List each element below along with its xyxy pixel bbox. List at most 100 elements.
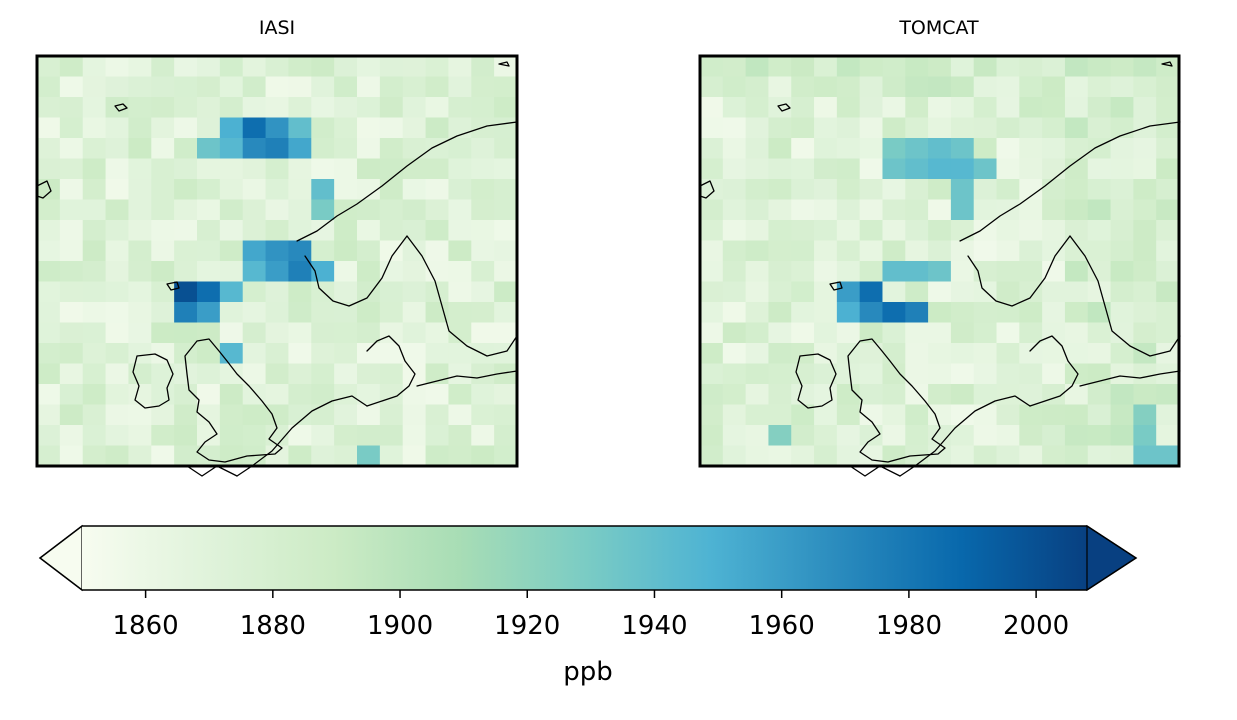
grid-cell [882, 322, 906, 344]
grid-cell [402, 56, 427, 77]
grid-cell [791, 158, 815, 180]
grid-cell [928, 117, 952, 139]
grid-cell [379, 117, 404, 139]
panel-title-iasi: IASI [259, 17, 295, 39]
grid-cell [791, 343, 815, 364]
grid-cell [836, 384, 861, 405]
grid-cell [334, 220, 358, 241]
grid-cell [128, 322, 152, 344]
grid-cell [722, 158, 747, 180]
grid-cell [791, 261, 815, 282]
colorbar-tick-label: 1860 [113, 611, 179, 641]
grid-cell [197, 281, 221, 303]
grid-cell [1087, 322, 1112, 344]
grid-cell [722, 363, 747, 385]
grid-cell [1133, 404, 1157, 426]
grid-cell [882, 138, 906, 159]
grid-cell [425, 343, 449, 364]
grid-cell [471, 56, 495, 77]
grid-cell [1156, 343, 1180, 364]
grid-cell [402, 425, 427, 446]
grid-cell [905, 261, 929, 282]
grid-cell [791, 199, 815, 221]
grid-cell [448, 343, 472, 364]
grid-cell [288, 158, 312, 180]
grid-cell [105, 363, 129, 385]
grid-cell [82, 363, 107, 385]
grid-cell [105, 445, 129, 467]
grid-cell [471, 138, 495, 159]
grid-cell [174, 261, 198, 282]
grid-cell [722, 384, 747, 405]
grid-cell [59, 97, 84, 118]
grid-cell [1042, 220, 1066, 241]
grid-cell [197, 240, 221, 262]
grid-cell [265, 445, 289, 467]
grid-cell [311, 425, 335, 446]
grid-cell [859, 281, 883, 303]
grid-cell [82, 261, 107, 282]
grid-cell [1042, 404, 1066, 426]
colorbar-tick-label: 1960 [749, 611, 815, 641]
grid-cell [402, 322, 427, 344]
grid-cell [334, 281, 358, 303]
grid-cell [1087, 56, 1112, 77]
grid-cell [905, 404, 929, 426]
grid-cell [128, 445, 152, 467]
grid-cell [128, 425, 152, 446]
colorbar-tick-label: 1980 [876, 611, 942, 641]
grid-cell [265, 97, 289, 118]
grid-cell [334, 97, 358, 118]
grid-cell [996, 117, 1020, 139]
grid-cell [128, 384, 152, 405]
grid-cell [128, 281, 152, 303]
grid-cell [1133, 384, 1157, 405]
grid-cell [928, 138, 952, 159]
grid-cell [448, 56, 472, 77]
grid-cell [402, 384, 427, 405]
grid-cell [311, 56, 335, 77]
grid-cell [745, 363, 769, 385]
grid-cell [859, 158, 883, 180]
grid-cell [1019, 220, 1043, 241]
grid-cell [311, 220, 335, 241]
grid-cell [1133, 281, 1157, 303]
grid-cell [950, 281, 975, 303]
grid-cell [700, 404, 724, 426]
grid-cell [197, 343, 221, 364]
grid-cell [402, 261, 427, 282]
grid-cell [288, 425, 312, 446]
grid-cell [1064, 302, 1089, 323]
grid-cell [82, 117, 107, 139]
map-frame-iasi [35, 54, 519, 468]
grid-cell [379, 343, 404, 364]
grid-cell [905, 363, 929, 385]
grid-cell [151, 343, 175, 364]
grid-cell [1110, 220, 1134, 241]
grid-cell [494, 363, 518, 385]
map-frame-tomcat [698, 54, 1181, 468]
grid-cell [288, 281, 312, 303]
grid-cell [174, 97, 198, 118]
grid-cell [1019, 445, 1043, 467]
grid-cell [82, 384, 107, 405]
grid-cell [1156, 179, 1180, 200]
grid-cell [700, 97, 724, 118]
grid-cell [1087, 97, 1112, 118]
grid-cell [128, 240, 152, 262]
grid-cell [768, 281, 792, 303]
grid-cell [905, 179, 929, 200]
grid-cell [1110, 404, 1134, 426]
grid-cell [700, 363, 724, 385]
grid-cell [1042, 199, 1066, 221]
grid-cell [859, 425, 883, 446]
coastline [296, 121, 518, 242]
grid-cell [1087, 261, 1112, 282]
grid-cell [494, 117, 518, 139]
grid-cell [1019, 97, 1043, 118]
grid-cell [288, 179, 312, 200]
grid-cell [1064, 445, 1089, 467]
grid-cell [151, 363, 175, 385]
grid-cell [151, 302, 175, 323]
grid-cell [494, 302, 518, 323]
